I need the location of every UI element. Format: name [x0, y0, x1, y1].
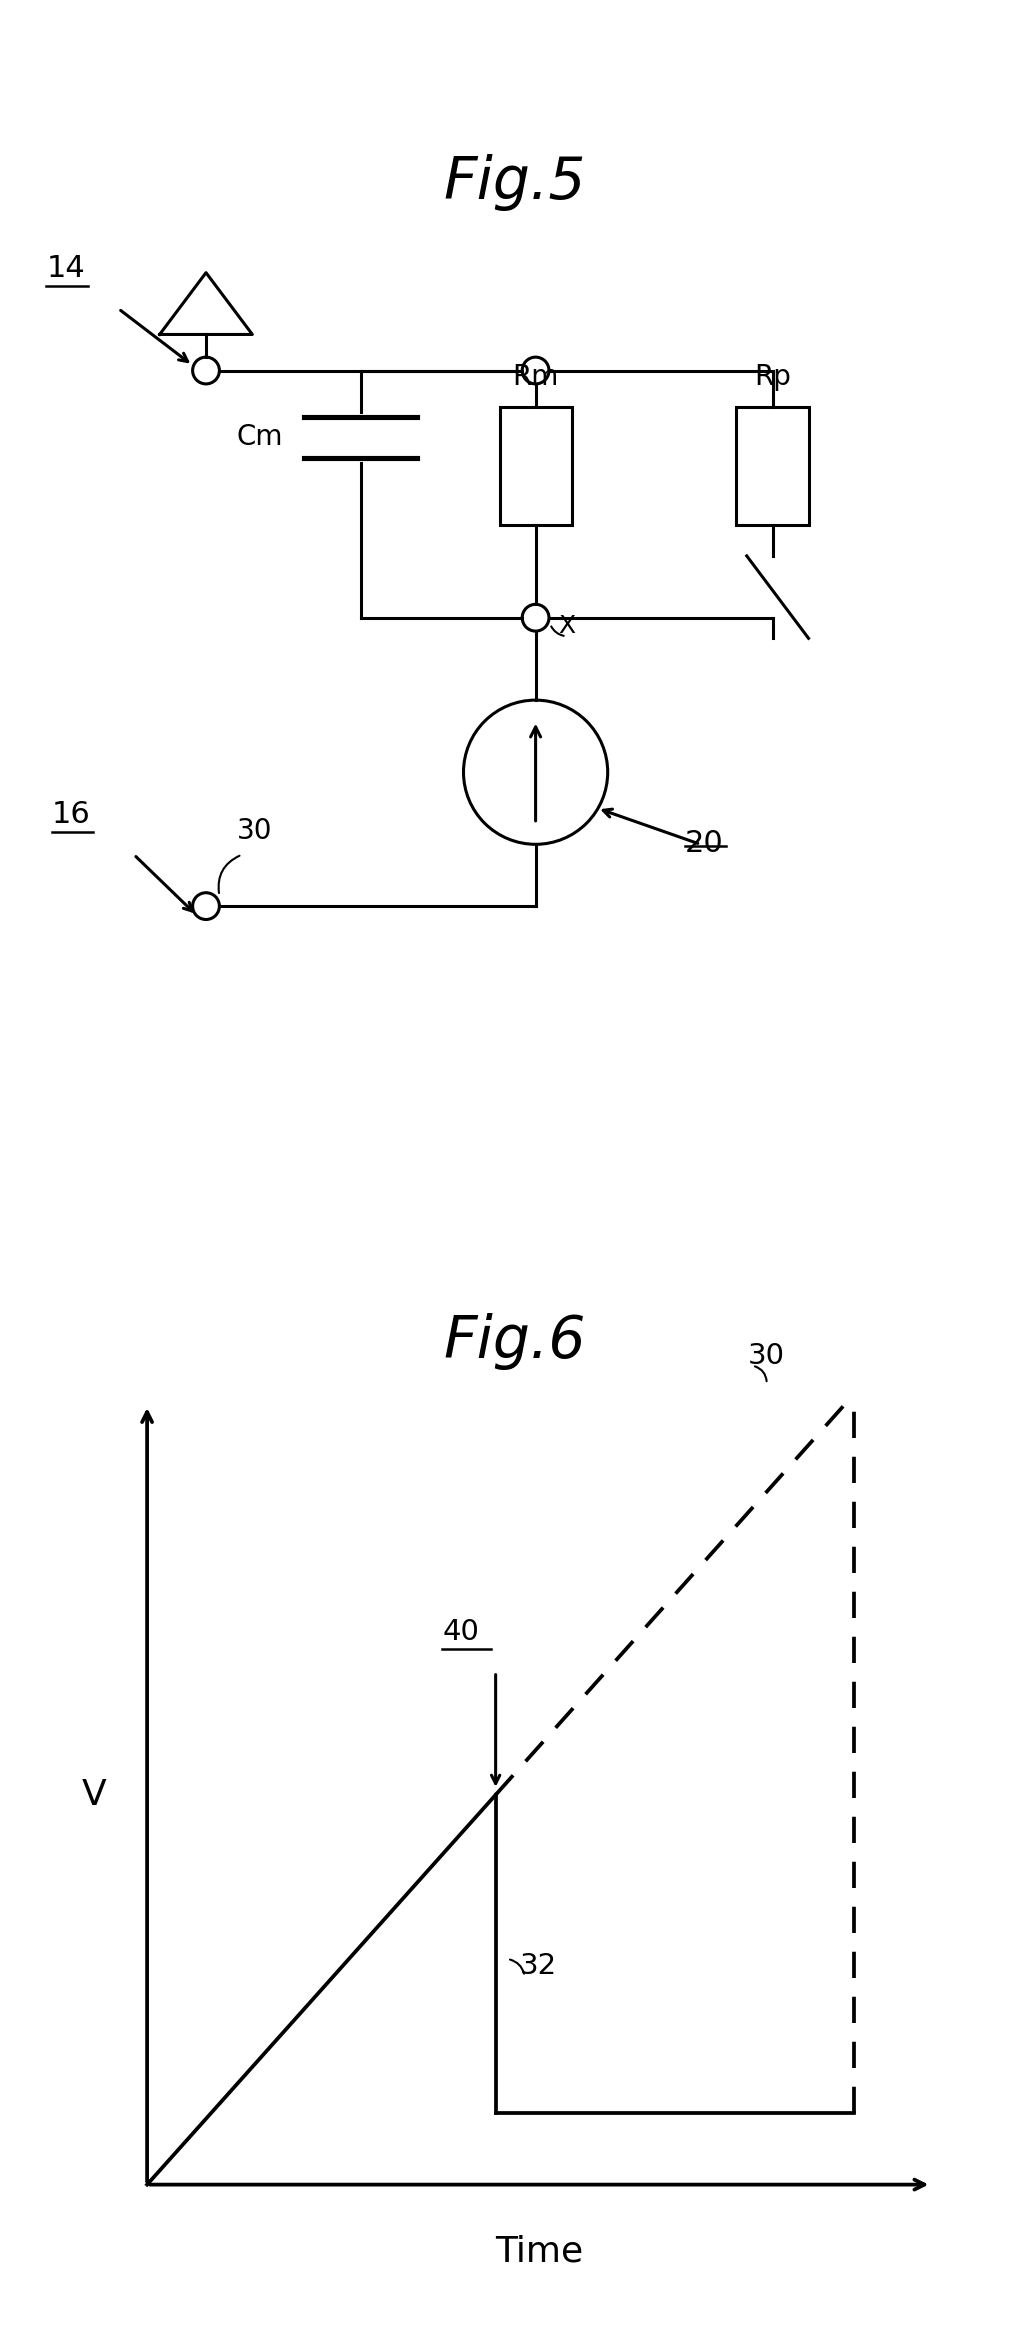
Text: 20: 20	[685, 830, 724, 858]
Text: 30: 30	[237, 818, 272, 846]
Text: Fig.6: Fig.6	[444, 1312, 586, 1371]
Text: V: V	[81, 1779, 106, 1811]
Bar	[736, 406, 809, 524]
Text: 32: 32	[520, 1953, 557, 1981]
Text: Rp: Rp	[754, 364, 791, 392]
Bar	[500, 406, 572, 524]
Text: X: X	[558, 613, 576, 639]
Text: Fig.5: Fig.5	[444, 154, 586, 212]
Text: 14: 14	[46, 254, 85, 282]
Text: Cm: Cm	[237, 424, 283, 452]
Text: Time: Time	[495, 2235, 583, 2268]
Text: Rm: Rm	[512, 364, 559, 392]
Text: 30: 30	[748, 1343, 785, 1371]
Text: 40: 40	[443, 1618, 479, 1646]
Text: 16: 16	[52, 800, 91, 830]
